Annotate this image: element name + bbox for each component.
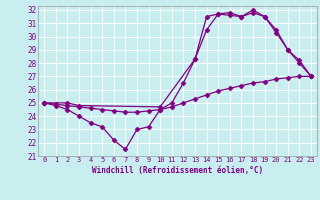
X-axis label: Windchill (Refroidissement éolien,°C): Windchill (Refroidissement éolien,°C) <box>92 166 263 175</box>
